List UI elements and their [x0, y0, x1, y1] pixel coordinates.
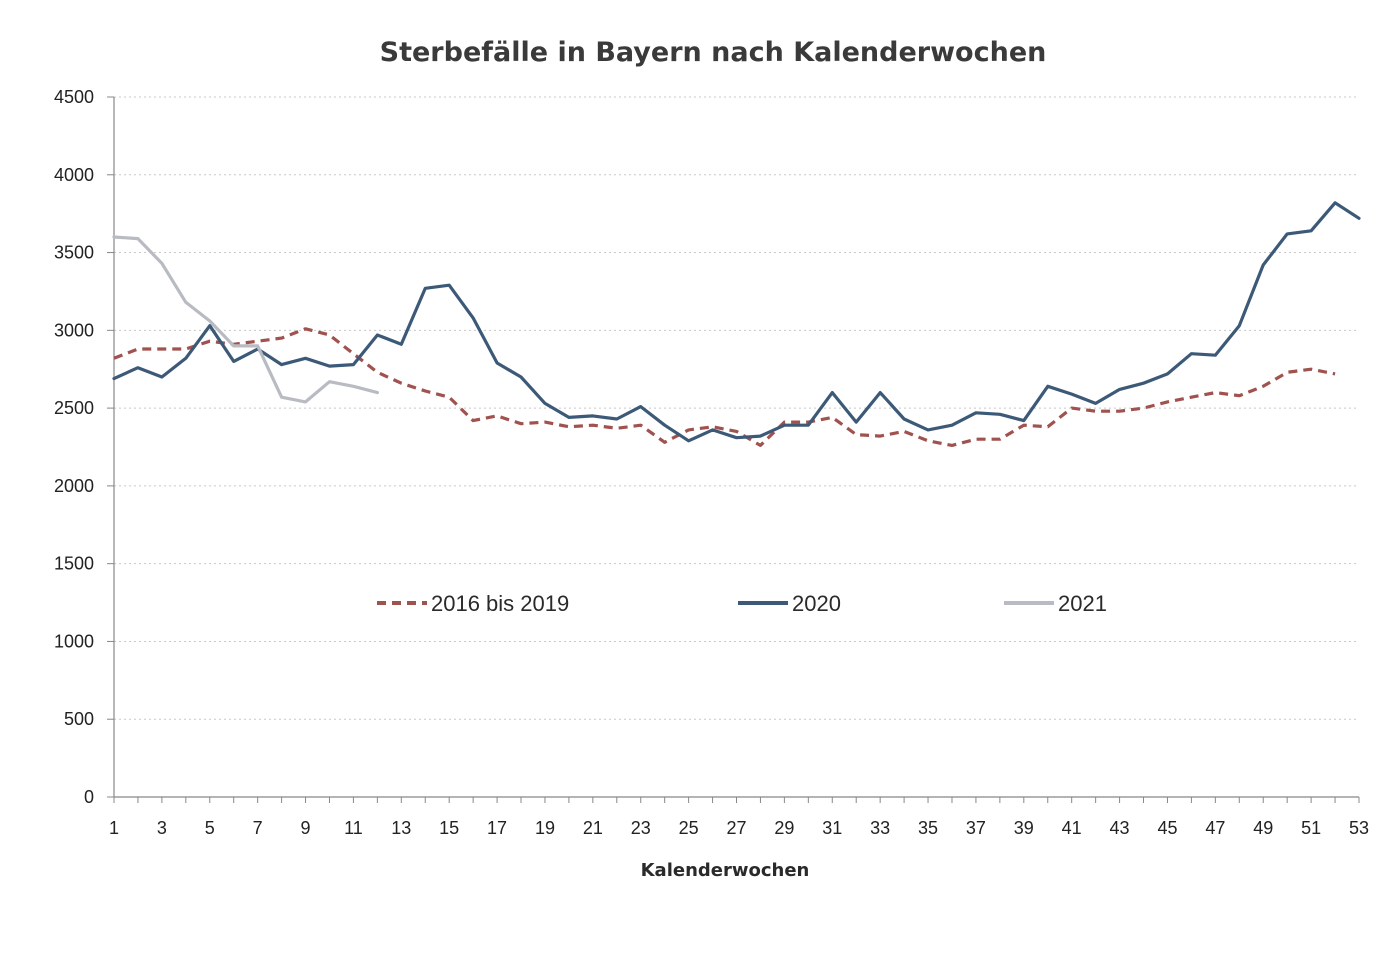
x-tick-label-41: 41: [1062, 818, 1082, 838]
x-tick-label-35: 35: [918, 818, 938, 838]
y-tick-label-2500: 2500: [54, 398, 94, 418]
x-tick-label-19: 19: [535, 818, 555, 838]
x-tick-label-15: 15: [439, 818, 459, 838]
x-tick-label-53: 53: [1349, 818, 1369, 838]
y-tick-label-1500: 1500: [54, 554, 94, 574]
x-tick-label-23: 23: [631, 818, 651, 838]
series-line-2020: [112, 201, 1361, 443]
x-tick-label-45: 45: [1157, 818, 1177, 838]
y-tick-label-2000: 2000: [54, 476, 94, 496]
axes: [113, 97, 1359, 798]
x-tick-label-21: 21: [583, 818, 603, 838]
legend: 2016 bis 2019 2020 2021: [377, 591, 1107, 616]
x-tick-label-31: 31: [822, 818, 842, 838]
x-tick-label-39: 39: [1014, 818, 1034, 838]
x-axis-label: Kalenderwochen: [641, 860, 810, 881]
x-tick-label-17: 17: [487, 818, 507, 838]
legend-label-2021: 2021: [1058, 591, 1107, 616]
x-tick-label-7: 7: [253, 818, 263, 838]
x-tick-label-25: 25: [679, 818, 699, 838]
x-tick-label-51: 51: [1301, 818, 1321, 838]
y-tick-label-3000: 3000: [54, 320, 94, 340]
x-tick-label-33: 33: [870, 818, 890, 838]
y-tick-label-0: 0: [84, 787, 94, 807]
series-line-2021: [112, 235, 379, 404]
y-tick-label-500: 500: [64, 709, 94, 729]
y-tick-label-1000: 1000: [54, 631, 94, 651]
x-tick-label-9: 9: [301, 818, 311, 838]
x-tick-label-3: 3: [157, 818, 167, 838]
x-tick-label-29: 29: [774, 818, 794, 838]
x-tick-label-1: 1: [109, 818, 119, 838]
y-tick-label-3500: 3500: [54, 243, 94, 263]
y-tick-label-4500: 4500: [54, 87, 94, 107]
y-tick-label-4000: 4000: [54, 165, 94, 185]
x-tick-label-11: 11: [344, 818, 363, 838]
legend-label-2020: 2020: [792, 591, 841, 616]
series-line-2016-bis-2019: [113, 327, 1336, 447]
y-axis-ticks: 0 500 1000 1500 2000 2500 3000 3500 4000 4500: [54, 87, 114, 807]
x-tick-label-13: 13: [391, 818, 411, 838]
legend-label-2016-2019: 2016 bis 2019: [431, 591, 569, 616]
x-tick-label-47: 47: [1205, 818, 1225, 838]
chart-title: Sterbefälle in Bayern nach Kalenderwoche…: [380, 37, 1047, 68]
x-tick-label-27: 27: [726, 818, 746, 838]
x-tick-label-37: 37: [966, 818, 986, 838]
series-lines: [112, 201, 1361, 447]
x-tick-label-43: 43: [1110, 818, 1130, 838]
x-axis-ticks: 1 3 5 7 9 11 13 15 17 19 21 23 25 27 29 31 33 35 37 39 41 43 4…: [109, 797, 1369, 838]
x-tick-label-49: 49: [1253, 818, 1273, 838]
gridlines: [114, 96, 1359, 720]
x-tick-label-5: 5: [205, 818, 215, 838]
